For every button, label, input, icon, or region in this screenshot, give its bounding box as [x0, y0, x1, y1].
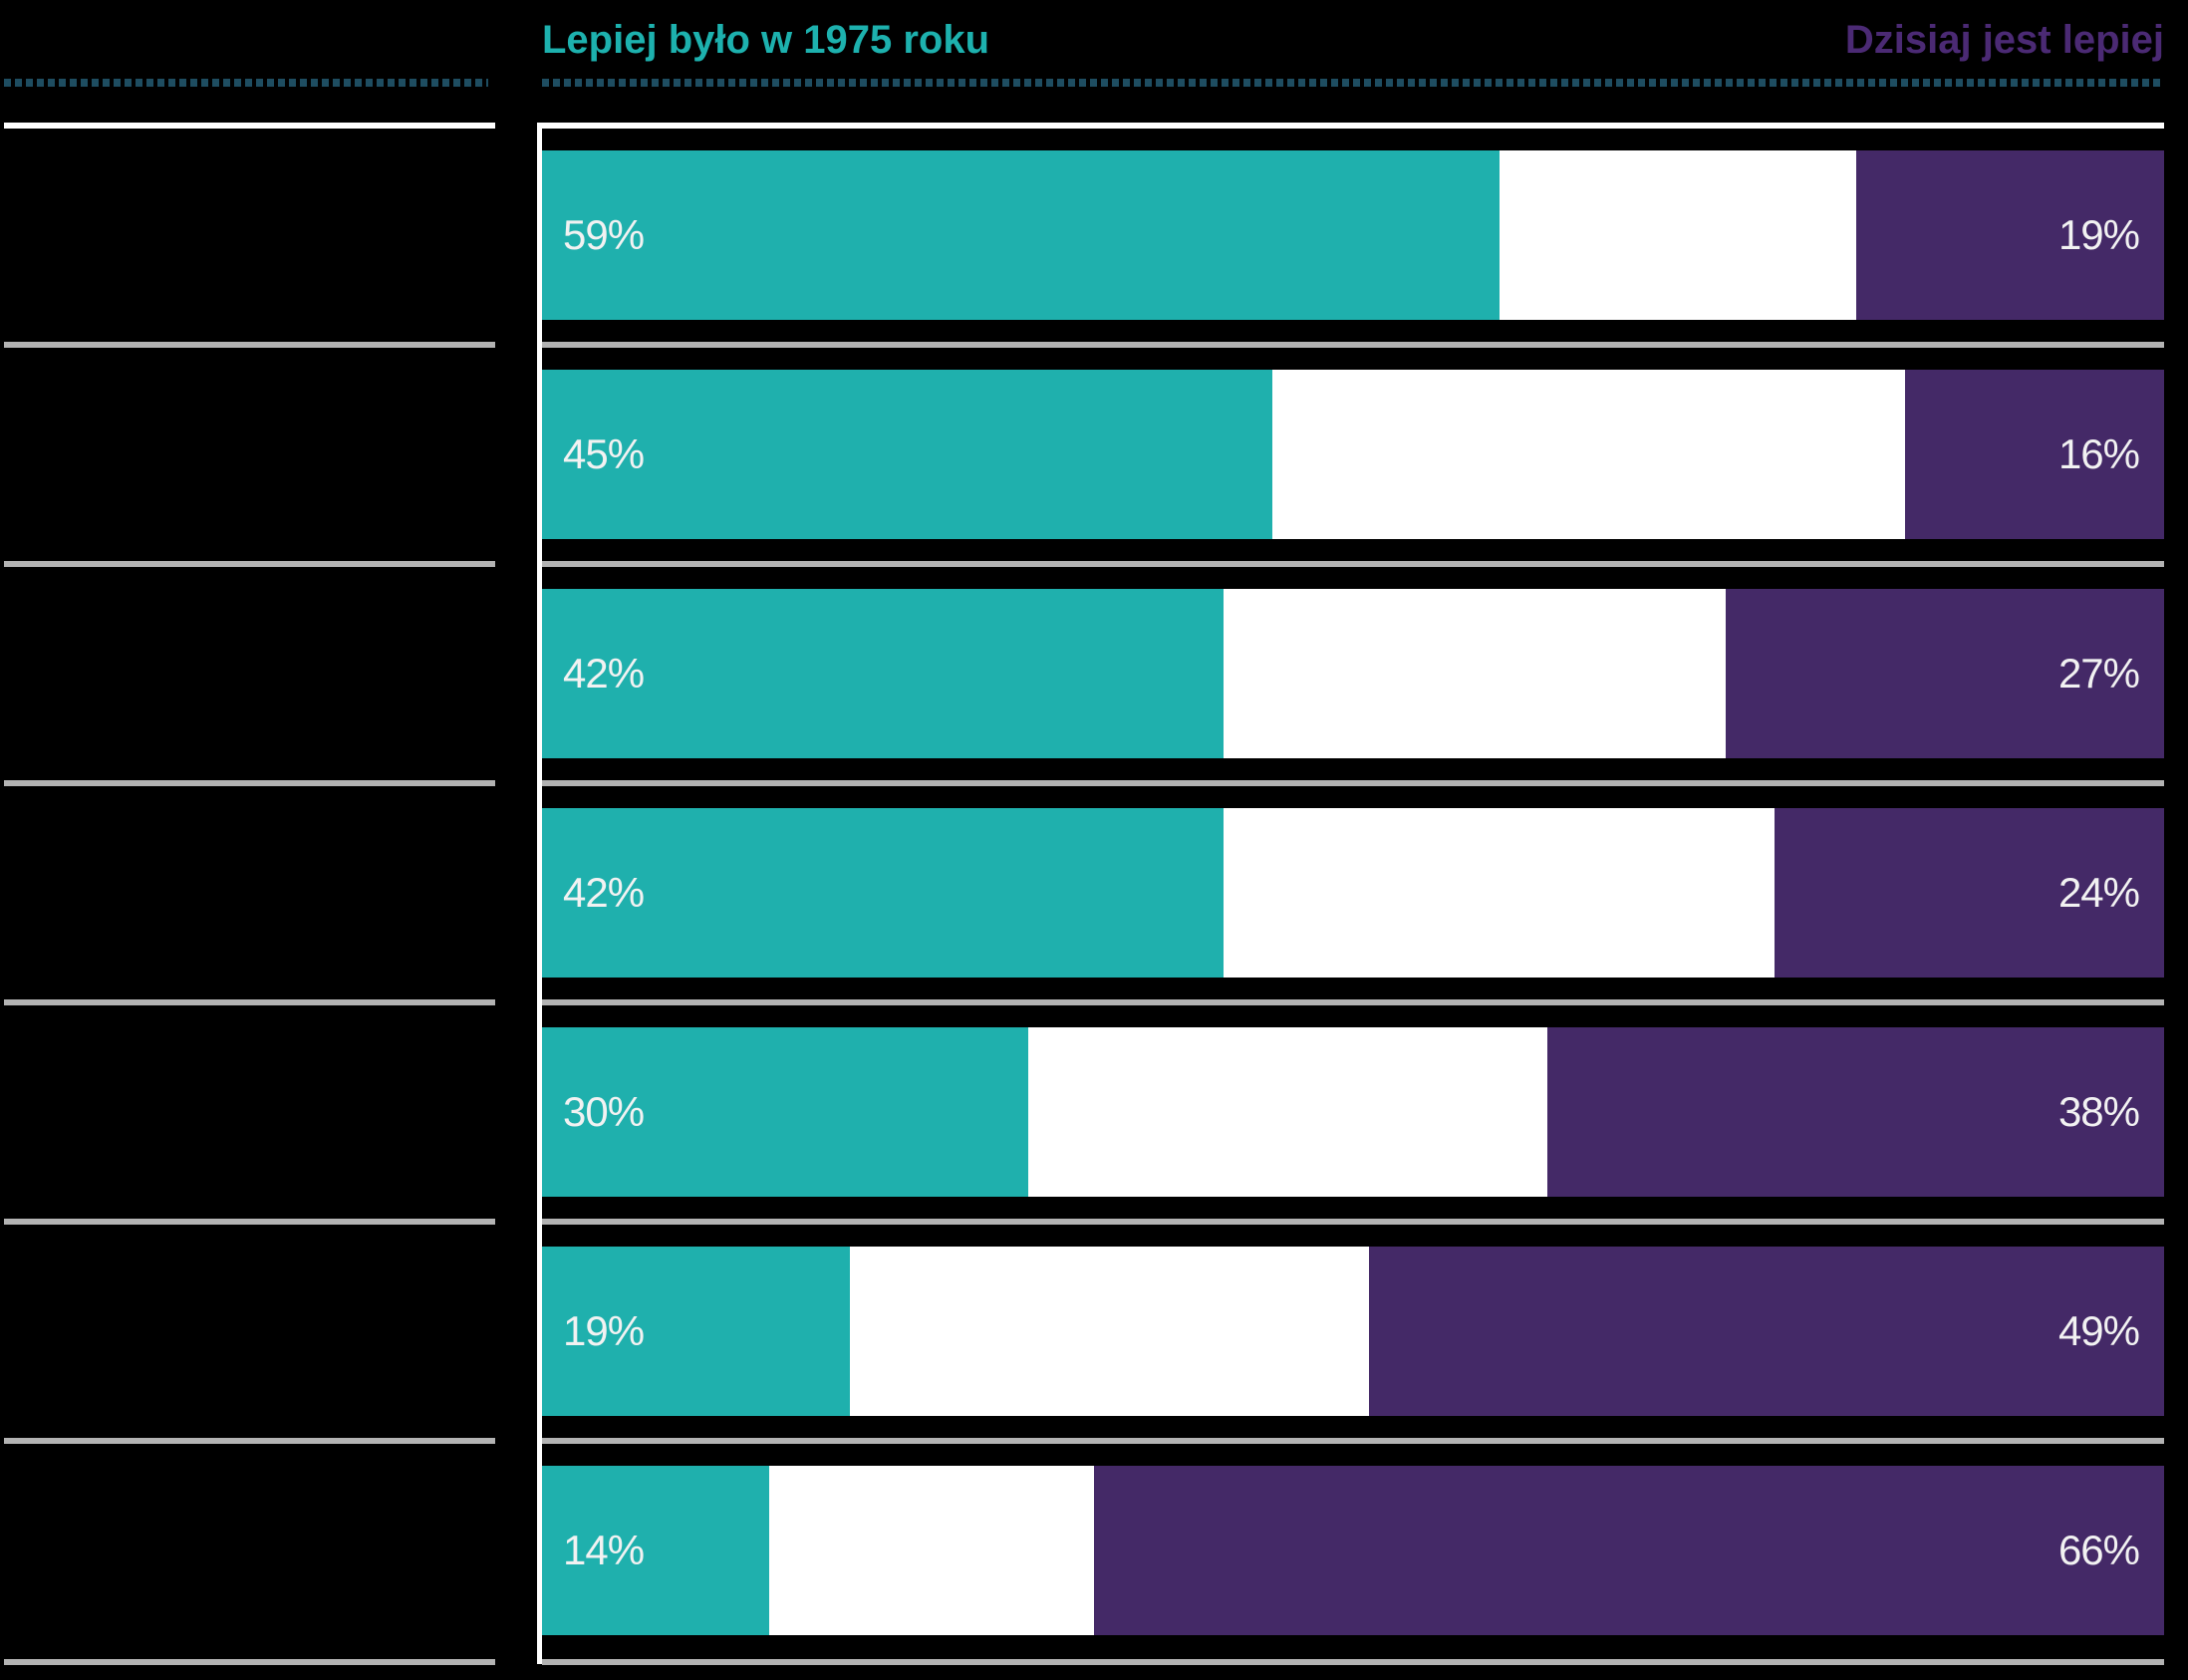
bar-segment-1975: 42% — [542, 589, 1224, 758]
bar-segment-today: 27% — [1726, 589, 2164, 758]
bar-segment-neutral — [1224, 589, 1726, 758]
bar-segment-today: 66% — [1094, 1466, 2164, 1635]
bar-row: 59% 19% — [542, 150, 2164, 320]
bar-segment-neutral — [769, 1466, 1094, 1635]
chart-title-today: Dzisiaj jest lepiej — [1844, 18, 2164, 62]
bar-segment-1975: 45% — [542, 370, 1272, 539]
row-separator-label-col — [4, 561, 495, 567]
bar-row: 30% 38% — [542, 1027, 2164, 1197]
bar-row: 42% 24% — [542, 808, 2164, 978]
row-separator-label-col — [4, 342, 495, 348]
category-label — [4, 1466, 495, 1635]
bar-segment-today: 38% — [1547, 1027, 2164, 1197]
row-separator-label-col — [4, 780, 495, 786]
category-label — [4, 150, 495, 320]
value-label-1975: 19% — [563, 1307, 645, 1354]
bar-segment-1975: 14% — [542, 1466, 769, 1635]
row-separator-bar-col — [542, 780, 2164, 786]
bar-segment-1975: 30% — [542, 1027, 1028, 1197]
bar-segment-today: 19% — [1856, 150, 2164, 320]
value-label-1975: 59% — [563, 211, 645, 258]
row-separator-bar-col — [542, 1659, 2164, 1665]
row-separator-bar-col — [542, 561, 2164, 567]
row-separator-label-col — [4, 1659, 495, 1665]
row-separator-bar-col — [542, 123, 2164, 129]
bar-segment-neutral — [1500, 150, 1856, 320]
value-label-1975: 42% — [563, 869, 645, 916]
value-label-today: 49% — [2057, 1307, 2140, 1354]
bar-segment-1975: 19% — [542, 1247, 850, 1416]
value-label-1975: 30% — [563, 1088, 645, 1135]
bar-segment-today: 16% — [1905, 370, 2164, 539]
value-label-today: 16% — [2057, 430, 2140, 477]
bar-row: 14% 66% — [542, 1466, 2164, 1635]
value-label-1975: 45% — [563, 430, 645, 477]
row-separator-bar-col — [542, 1219, 2164, 1225]
axis-line — [537, 123, 542, 1664]
bar-row: 42% 27% — [542, 589, 2164, 758]
category-label — [4, 370, 495, 539]
bar-row: 45% 16% — [542, 370, 2164, 539]
value-label-today: 24% — [2057, 869, 2140, 916]
category-label — [4, 1247, 495, 1416]
bar-segment-today: 24% — [1775, 808, 2164, 978]
value-label-1975: 14% — [563, 1527, 645, 1573]
row-separator-label-col — [4, 1438, 495, 1444]
row-separator-bar-col — [542, 1438, 2164, 1444]
row-separator-bar-col — [542, 342, 2164, 348]
bar-segment-1975: 59% — [542, 150, 1500, 320]
category-label — [4, 1027, 495, 1197]
bar-segment-neutral — [1028, 1027, 1547, 1197]
category-label — [4, 589, 495, 758]
bar-row: 19% 49% — [542, 1247, 2164, 1416]
value-label-today: 19% — [2057, 211, 2140, 258]
value-label-1975: 42% — [563, 650, 645, 697]
value-label-today: 66% — [2057, 1527, 2140, 1573]
bar-segment-today: 49% — [1369, 1247, 2164, 1416]
bar-segment-1975: 42% — [542, 808, 1224, 978]
row-separator-bar-col — [542, 999, 2164, 1005]
chart-title-1975: Lepiej było w 1975 roku — [542, 18, 990, 62]
value-label-today: 27% — [2057, 650, 2140, 697]
value-label-today: 38% — [2057, 1088, 2140, 1135]
row-separator-label-col — [4, 999, 495, 1005]
dotted-rule-right — [542, 79, 2164, 87]
bar-segment-neutral — [850, 1247, 1369, 1416]
bar-segment-neutral — [1224, 808, 1775, 978]
row-separator-label-col — [4, 1219, 495, 1225]
row-separator-label-col — [4, 123, 495, 129]
bar-segment-neutral — [1272, 370, 1905, 539]
dotted-rule-left — [4, 79, 488, 87]
category-label — [4, 808, 495, 978]
